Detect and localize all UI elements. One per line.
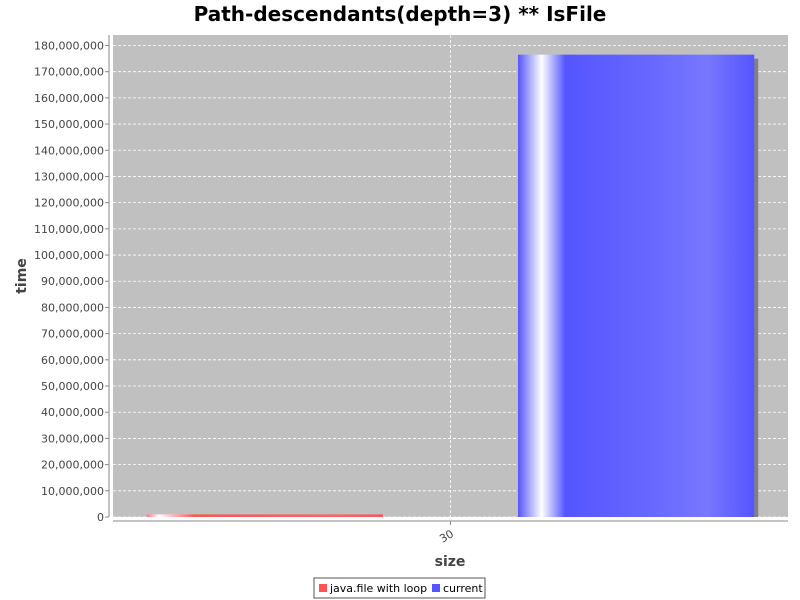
- legend-swatch: [432, 584, 440, 592]
- legend-label: current: [443, 582, 483, 595]
- y-tick-label: 100,000,000: [34, 249, 104, 262]
- legend: java.file with loop current: [313, 577, 486, 599]
- bar-current: [518, 54, 755, 518]
- chart-title: Path-descendants(depth=3) ** IsFile: [194, 2, 607, 26]
- y-tick-label: 130,000,000: [34, 170, 104, 183]
- y-tick-label: 60,000,000: [41, 354, 104, 367]
- y-tick-label: 170,000,000: [34, 66, 104, 79]
- x-tick-label: 30: [437, 527, 456, 545]
- y-tick-label: 120,000,000: [34, 197, 104, 210]
- x-axis-title: size: [435, 554, 466, 570]
- y-tick-label: 40,000,000: [41, 406, 104, 419]
- legend-label: java.file with loop: [329, 582, 427, 595]
- y-tick-label: 50,000,000: [41, 380, 104, 393]
- y-tick-label: 30,000,000: [41, 432, 104, 445]
- y-tick-label: 150,000,000: [34, 118, 104, 131]
- y-tick-label: 0: [97, 511, 104, 524]
- y-tick-label: 180,000,000: [34, 39, 104, 52]
- y-tick-label: 90,000,000: [41, 275, 104, 288]
- y-tick-label: 140,000,000: [34, 144, 104, 157]
- legend-box: [313, 577, 486, 599]
- y-axis-ticks: 0 10,000,000 20,000,000 30,000,000 40,000,00…: [34, 39, 109, 524]
- y-tick-label: 20,000,000: [41, 459, 104, 472]
- y-axis-title: time: [14, 258, 30, 294]
- y-tick-label: 110,000,000: [34, 223, 104, 236]
- y-tick-label: 10,000,000: [41, 485, 104, 498]
- bar-java-file-with-loop: [146, 514, 383, 517]
- legend-swatch: [319, 584, 327, 592]
- y-tick-label: 160,000,000: [34, 92, 104, 105]
- y-tick-label: 80,000,000: [41, 301, 104, 314]
- bars: [146, 54, 759, 518]
- x-axis-ticks: 30: [437, 521, 456, 546]
- y-tick-label: 70,000,000: [41, 328, 104, 341]
